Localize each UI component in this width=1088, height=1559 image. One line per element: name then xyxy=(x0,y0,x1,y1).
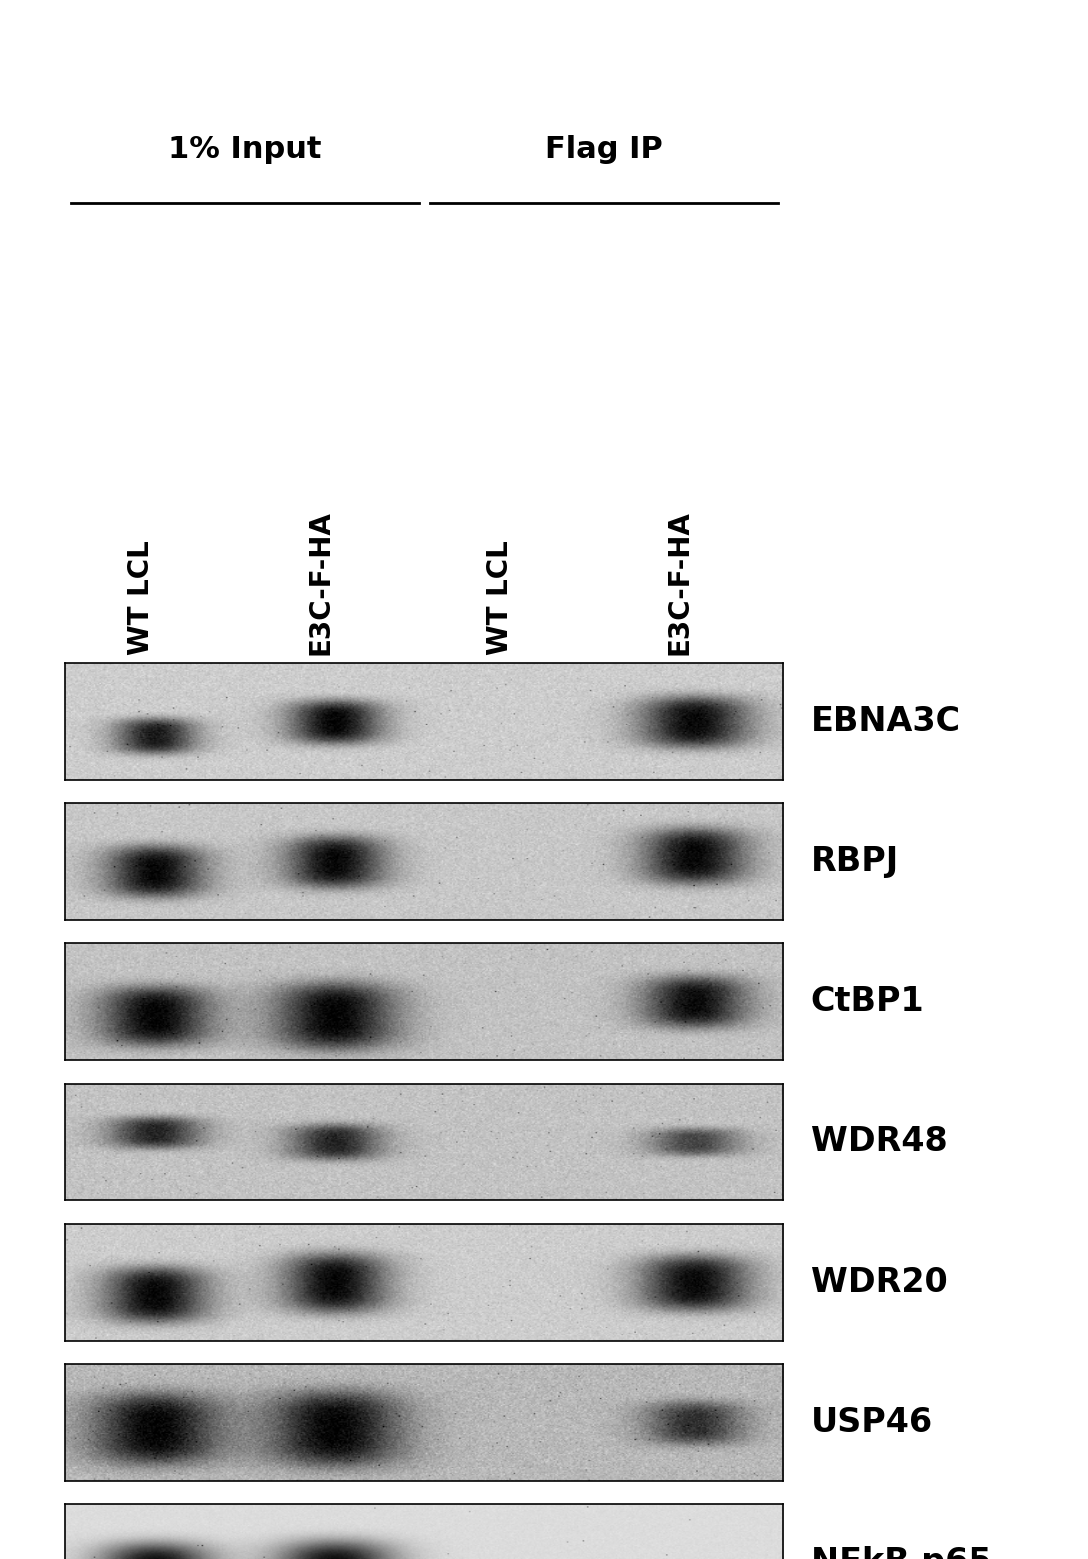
Text: USP46: USP46 xyxy=(811,1406,932,1439)
Text: WT LCL: WT LCL xyxy=(127,539,154,655)
Text: E3C-F-HA: E3C-F-HA xyxy=(666,510,694,655)
Text: WDR48: WDR48 xyxy=(811,1126,948,1158)
Text: 1% Input: 1% Input xyxy=(168,134,322,164)
Text: WDR20: WDR20 xyxy=(811,1266,948,1299)
Text: Flag IP: Flag IP xyxy=(545,134,663,164)
Text: CtBP1: CtBP1 xyxy=(811,985,924,1018)
Text: E3C-F-HA: E3C-F-HA xyxy=(307,510,335,655)
Text: NFkB p65: NFkB p65 xyxy=(811,1547,991,1559)
Text: RBPJ: RBPJ xyxy=(811,845,899,878)
Text: EBNA3C: EBNA3C xyxy=(811,705,961,737)
Text: WT LCL: WT LCL xyxy=(486,539,514,655)
